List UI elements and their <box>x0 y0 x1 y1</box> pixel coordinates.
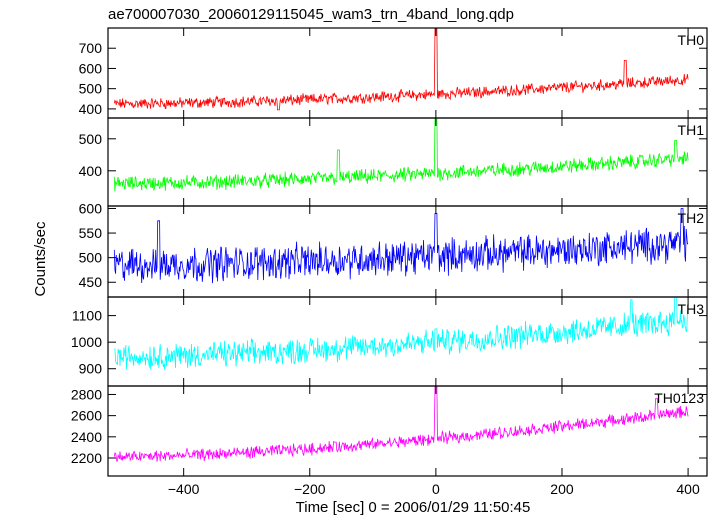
series-line-th2 <box>113 208 689 284</box>
y-tick-label: 2400 <box>71 429 102 445</box>
x-tick-label: 0 <box>432 481 440 497</box>
panel-th1: 400 500 TH1 <box>79 117 708 207</box>
panel-frame <box>107 117 708 207</box>
y-tick-label: 500 <box>79 81 103 97</box>
panel-th0123: 2200 2400 2600 2800 TH0123 <box>71 385 708 477</box>
x-tick-label: −400 <box>168 481 200 497</box>
y-tick-label: 500 <box>79 250 103 266</box>
y-tick-label: 1000 <box>71 334 102 350</box>
y-tick-label: 400 <box>79 163 103 179</box>
y-tick-label: 700 <box>79 40 103 56</box>
series-line-th1 <box>113 117 689 192</box>
series-line-th0123 <box>113 385 689 462</box>
panel-label: TH2 <box>678 210 705 226</box>
x-axis-label: Time [sec] 0 = 2006/01/29 11:50:45 <box>296 499 531 516</box>
y-tick-label: 1100 <box>72 308 102 324</box>
chart-title: ae700007030_20060129115045_wam3_trn_4ban… <box>108 6 514 23</box>
y-tick-label: 450 <box>79 274 103 290</box>
panel-th0: 400 500 600 700 TH0 <box>79 27 708 119</box>
panel-label: TH3 <box>678 301 705 317</box>
series-line-th3 <box>114 296 689 370</box>
y-tick-label: 400 <box>79 101 103 117</box>
panel-label: TH0123 <box>654 390 704 406</box>
x-tick-label: 400 <box>676 481 700 497</box>
panel-label: TH1 <box>678 122 705 138</box>
panel-label: TH0 <box>678 32 705 48</box>
x-tick-label: 200 <box>550 481 574 497</box>
y-tick-label: 550 <box>79 225 103 241</box>
y-tick-label: 600 <box>79 60 103 76</box>
series-line-th0 <box>113 27 689 111</box>
y-tick-label: 900 <box>79 361 103 377</box>
chart-panels: 400 500 600 700 TH0 400 500 TH1 450 500 550 600 TH2 9… <box>71 27 708 497</box>
panel-th2: 450 500 550 600 TH2 <box>79 200 708 298</box>
y-tick-label: 2800 <box>71 386 102 402</box>
y-tick-label: 2200 <box>71 450 102 466</box>
x-tick-label: −200 <box>294 481 326 497</box>
panel-frame <box>107 385 708 477</box>
y-axis-label: Counts/sec <box>32 221 49 297</box>
panel-th3: 900 1000 1100 TH3 <box>71 296 708 387</box>
y-tick-label: 500 <box>79 131 103 147</box>
y-tick-label: 600 <box>79 200 103 216</box>
y-tick-label: 2600 <box>71 408 102 424</box>
